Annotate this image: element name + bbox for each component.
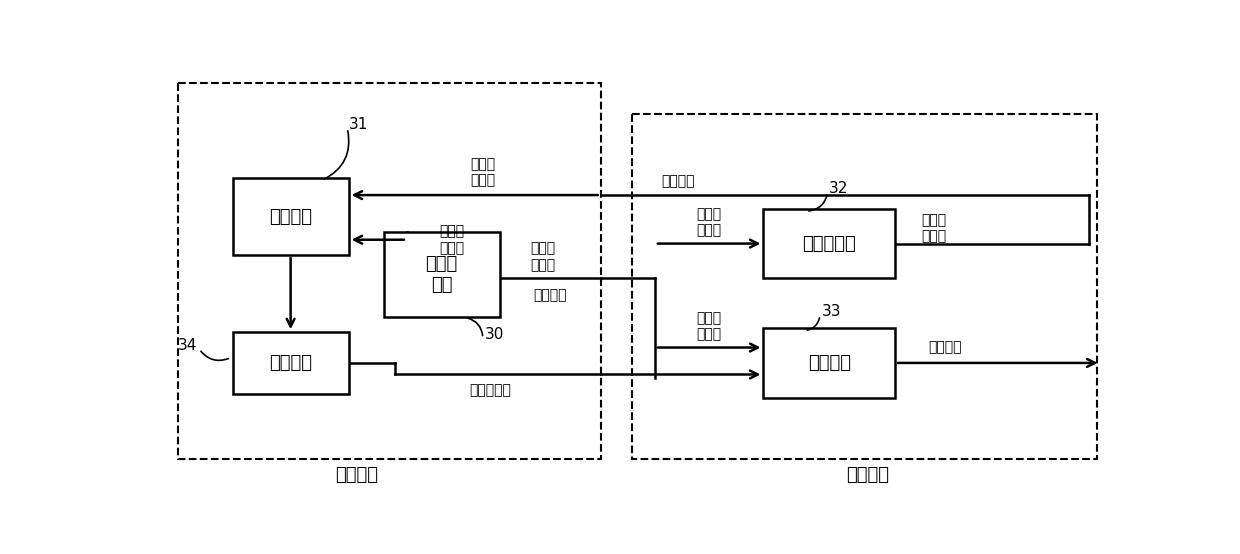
Text: 零延时模块: 零延时模块 bbox=[802, 234, 856, 253]
Text: 输出信号: 输出信号 bbox=[929, 341, 962, 355]
Bar bbox=[764, 209, 895, 278]
Text: 第三时
钟信号: 第三时 钟信号 bbox=[470, 157, 495, 187]
Text: 第二时
钟信号: 第二时 钟信号 bbox=[697, 311, 722, 341]
Text: 32: 32 bbox=[830, 181, 848, 196]
Bar bbox=[383, 232, 500, 317]
Text: 33: 33 bbox=[821, 304, 841, 319]
Text: 移相相位值: 移相相位值 bbox=[469, 383, 511, 397]
Text: 计算模块: 计算模块 bbox=[269, 354, 312, 372]
Bar bbox=[179, 84, 600, 459]
Bar bbox=[233, 178, 348, 255]
Text: 授时装置: 授时装置 bbox=[335, 465, 378, 484]
Bar bbox=[631, 114, 1096, 459]
Text: 鉴相模块: 鉴相模块 bbox=[269, 208, 312, 225]
Text: 34: 34 bbox=[179, 338, 197, 353]
Text: 第二时
钟信号: 第二时 钟信号 bbox=[921, 213, 946, 243]
Bar bbox=[764, 329, 895, 398]
Text: 第一时
钟信号: 第一时 钟信号 bbox=[439, 224, 465, 255]
Text: 第二路径: 第二路径 bbox=[661, 174, 694, 188]
Text: 移相模块: 移相模块 bbox=[807, 354, 851, 372]
Text: 31: 31 bbox=[348, 117, 368, 132]
Text: 第一时
钟信号: 第一时 钟信号 bbox=[529, 242, 556, 272]
Bar bbox=[233, 332, 348, 394]
Text: 第二时
钟信号: 第二时 钟信号 bbox=[697, 207, 722, 237]
Text: 30: 30 bbox=[485, 327, 503, 342]
Text: 第一路径: 第一路径 bbox=[533, 288, 567, 302]
Text: 信号源
模块: 信号源 模块 bbox=[425, 255, 458, 294]
Text: 接收装置: 接收装置 bbox=[847, 465, 889, 484]
